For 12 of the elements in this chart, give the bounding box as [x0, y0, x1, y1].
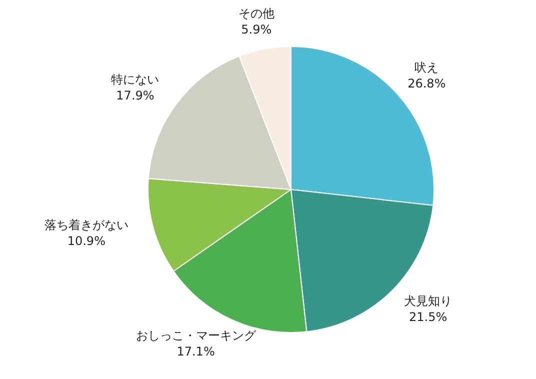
data-label: 17.9% — [116, 88, 154, 102]
slice-label: おしっこ・マーキング — [136, 328, 257, 342]
slice-label: その他 — [238, 6, 274, 21]
slice-label: 吠え — [414, 60, 439, 74]
slice-label: 落ち着きがない — [44, 218, 128, 232]
data-label: 5.9% — [241, 22, 272, 37]
data-label: 21.5% — [409, 310, 448, 324]
slice-label: 犬見知り — [404, 294, 452, 308]
data-label: 26.8% — [408, 76, 446, 90]
slice-label: 特にない — [111, 72, 160, 86]
data-label: 10.9% — [67, 234, 106, 248]
data-label: 17.1% — [176, 344, 215, 358]
